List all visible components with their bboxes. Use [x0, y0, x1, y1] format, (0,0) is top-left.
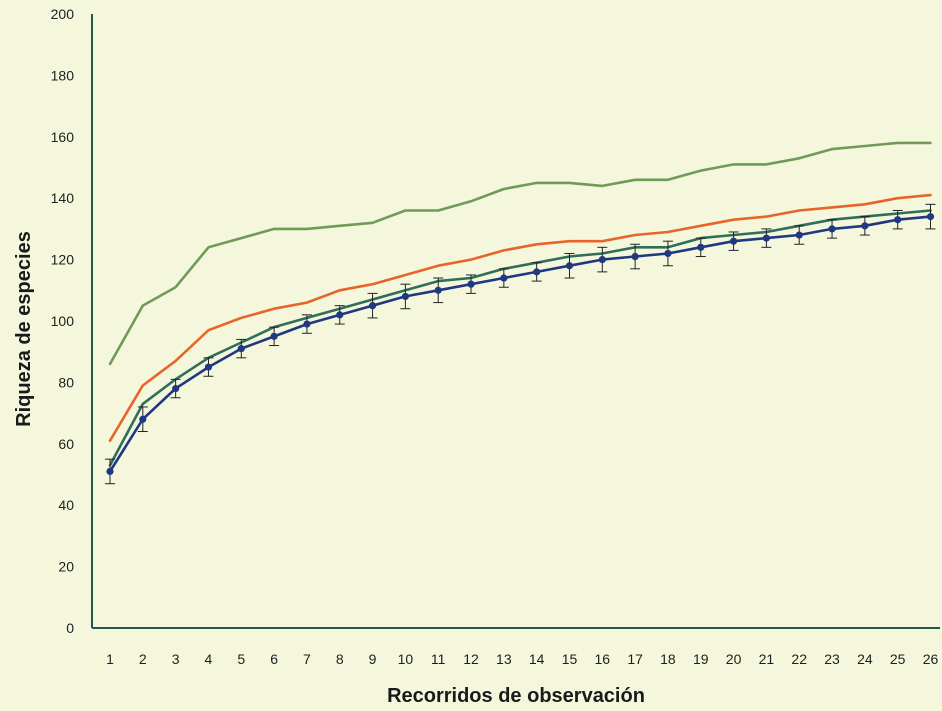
data-point: [729, 237, 738, 245]
data-point: [270, 332, 278, 340]
x-tick-label: 21: [759, 651, 775, 667]
data-point: [204, 363, 213, 371]
series-layer: [105, 141, 936, 485]
x-tick-label: 13: [496, 651, 512, 667]
series-1: [108, 141, 932, 366]
x-tick-label: 19: [693, 651, 709, 667]
y-tick-label: 60: [58, 436, 74, 452]
data-point: [828, 225, 836, 233]
y-axis-title: Riqueza de especies: [13, 231, 35, 427]
data-point: [631, 252, 639, 261]
y-tick-label: 20: [58, 559, 74, 575]
data-point: [762, 234, 771, 242]
data-point: [533, 268, 541, 276]
x-tick-label: 24: [857, 651, 873, 667]
x-tick-label: 10: [398, 651, 414, 667]
data-point: [172, 384, 180, 393]
axes-layer: [91, 14, 940, 629]
data-point: [401, 292, 409, 301]
data-point: [500, 274, 508, 282]
x-tick-label: 17: [627, 651, 643, 667]
data-point: [565, 262, 574, 270]
x-tick-label: 5: [237, 651, 245, 667]
data-point: [368, 302, 377, 310]
y-tick-label: 180: [51, 67, 75, 83]
data-point: [467, 280, 475, 288]
data-point: [664, 249, 672, 258]
series-4: [105, 203, 936, 485]
series-line: [108, 193, 932, 443]
y-tick-label: 0: [66, 620, 74, 636]
x-tick-label: 22: [791, 651, 807, 667]
y-tick-label: 120: [51, 252, 75, 268]
y-tick-label: 160: [51, 129, 75, 145]
series-line: [108, 141, 932, 366]
data-point: [926, 213, 935, 221]
x-tick-label: 9: [369, 651, 377, 667]
data-point: [894, 216, 902, 224]
data-point: [336, 311, 344, 319]
series-line: [108, 215, 932, 473]
x-tick-label: 12: [463, 651, 479, 667]
y-tick-label: 200: [51, 6, 75, 22]
x-tick-label: 15: [562, 651, 578, 667]
series-line: [108, 209, 932, 467]
x-tick-label: 7: [303, 651, 311, 667]
data-point: [237, 345, 245, 353]
x-tick-labels: 1 2 3 4 5 6 7 8 9 10 11 12 13 14 15 16 17 18 19 20 21 22 23 24 2…: [106, 651, 938, 667]
x-tick-label: 1: [106, 651, 114, 667]
x-tick-label: 3: [172, 651, 180, 667]
series-2: [108, 193, 932, 443]
x-axis-title: Recorridos de observación: [387, 685, 645, 707]
y-tick-label: 40: [58, 497, 74, 513]
x-tick-label: 20: [726, 651, 742, 667]
x-tick-label: 8: [336, 651, 344, 667]
y-tick-label: 100: [51, 313, 75, 329]
y-tick-labels: 0 20 40 60 80 100 120 140 160 180 200: [51, 6, 75, 636]
x-tick-label: 6: [270, 651, 278, 667]
x-tick-label: 11: [431, 651, 446, 667]
data-point: [106, 467, 114, 476]
data-point: [303, 320, 311, 328]
data-point: [697, 243, 705, 251]
x-tick-label: 25: [890, 651, 906, 667]
x-tick-label: 4: [205, 651, 213, 667]
series-3: [108, 209, 932, 467]
data-point: [861, 222, 869, 230]
x-tick-label: 18: [660, 651, 676, 667]
x-tick-label: 26: [923, 651, 939, 667]
data-point: [139, 415, 147, 423]
y-tick-label: 80: [58, 374, 74, 390]
data-point: [434, 286, 442, 294]
x-tick-label: 14: [529, 651, 545, 667]
y-tick-label: 140: [51, 190, 75, 206]
data-point: [795, 231, 803, 239]
x-tick-label: 16: [595, 651, 611, 667]
x-tick-label: 2: [139, 651, 147, 667]
x-tick-label: 23: [824, 651, 840, 667]
data-point: [598, 256, 606, 264]
